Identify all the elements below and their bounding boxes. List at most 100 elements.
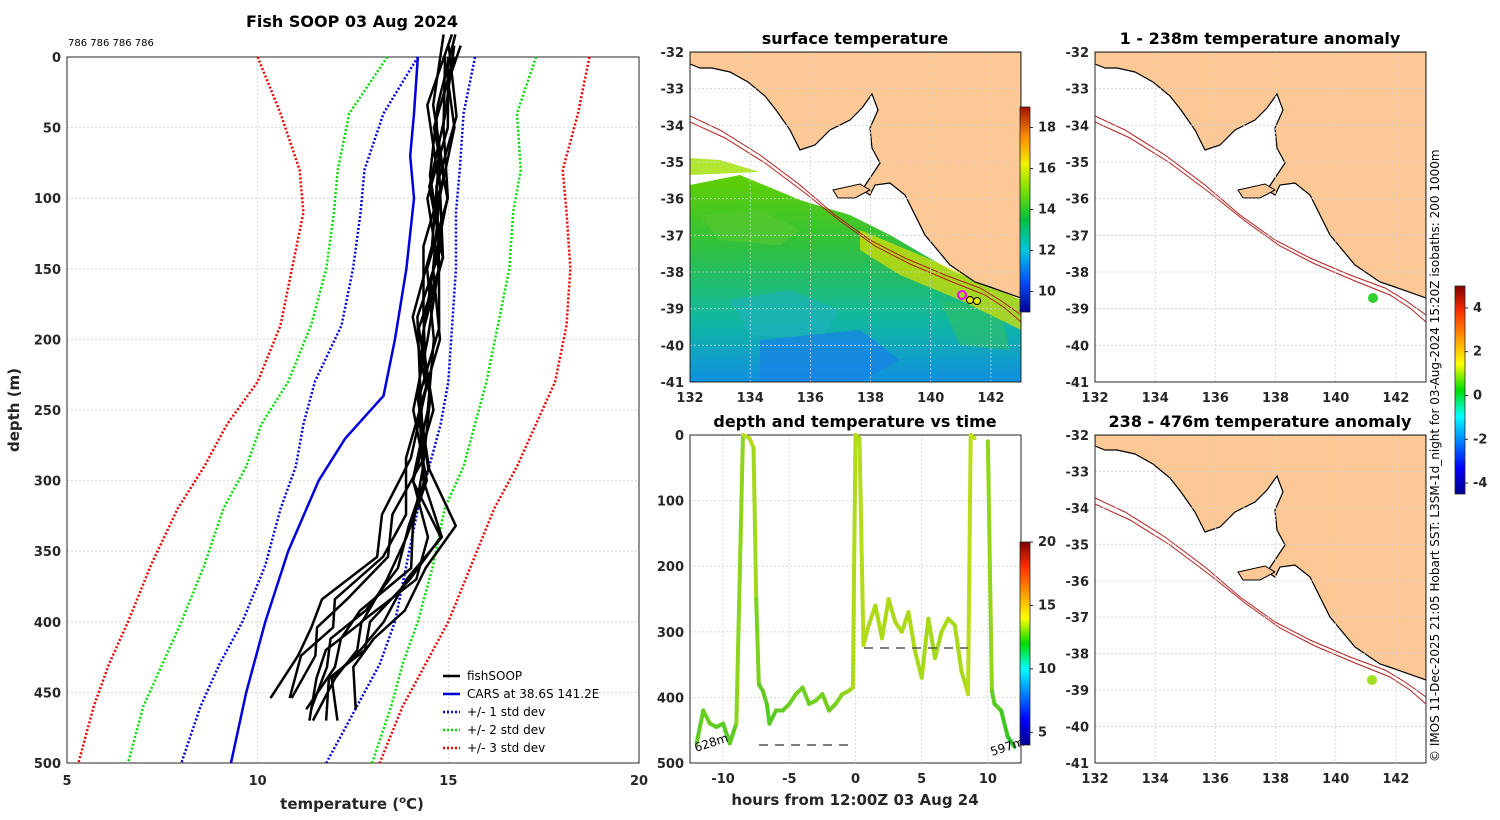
sst-ytick: -37 — [661, 229, 685, 244]
track-segment — [754, 597, 761, 687]
depth-time-xlabel: hours from 12:00Z 03 Aug 24 — [731, 791, 978, 809]
anom-cbar-tick: -4 — [1473, 476, 1487, 491]
sst-cbar-tick: 12 — [1038, 244, 1056, 259]
time-xtick: -5 — [782, 772, 796, 787]
track-segment — [926, 616, 937, 661]
profile-ytick: 150 — [34, 263, 61, 278]
anomaly-colorbar — [1454, 285, 1466, 495]
depth-time-panel: depth and temperature vs time 628m 597m … — [657, 412, 1056, 809]
track-segment — [939, 616, 951, 634]
profile-axes — [66, 56, 640, 764]
sst-cbar-tick: 10 — [1038, 285, 1056, 300]
profile-title: Fish SOOP 03 Aug 2024 — [246, 12, 458, 31]
track-segment — [959, 669, 968, 687]
track-segment — [800, 685, 812, 706]
anom2-xtick: 136 — [1202, 772, 1229, 787]
profile-ytick: 50 — [43, 122, 61, 137]
depth-time-title: depth and temperature vs time — [713, 412, 996, 431]
sst-map-panel: surface temperature 132 134 136 138 140 142 -3… — [661, 29, 1057, 406]
sst-xtick: 132 — [676, 391, 703, 406]
fishsoop-line — [269, 33, 454, 699]
sst-cbar-tick: 18 — [1038, 121, 1056, 136]
sst-xtick: 136 — [797, 391, 824, 406]
anomaly-panel-2: 238 - 476m temperature anomaly 132 134 136… — [1066, 412, 1427, 787]
track-segment — [861, 623, 871, 647]
track-segment — [906, 610, 918, 654]
sst-ytick: -41 — [661, 376, 685, 391]
track-segment — [968, 433, 977, 441]
band-left — [180, 56, 419, 764]
sst-ytick: -32 — [661, 46, 685, 61]
track-segment — [886, 597, 898, 624]
profile-ytick: 450 — [34, 686, 61, 701]
sst-title: surface temperature — [762, 29, 949, 48]
anom2-ytick: -41 — [1066, 757, 1090, 772]
time-xtick: 5 — [917, 772, 926, 787]
sst-ytick: -39 — [661, 303, 685, 318]
track-segment — [820, 692, 832, 713]
anom2-xtick: 138 — [1262, 772, 1289, 787]
fishsoop-line — [308, 56, 450, 721]
track-segment — [767, 708, 779, 726]
sst-xtick: 134 — [737, 391, 764, 406]
anom1-xtick: 140 — [1322, 391, 1349, 406]
anom2-ytick: -34 — [1066, 502, 1090, 517]
band-left — [77, 56, 305, 764]
sst-colorbar — [1019, 106, 1031, 313]
fishsoop-line — [311, 56, 456, 722]
legend-2std: +/- 2 std dev — [467, 723, 545, 737]
legend-cars: CARS at 38.6S 141.2E — [467, 687, 599, 701]
time-cbar-tick: 10 — [1038, 662, 1056, 677]
sst-xtick: 138 — [857, 391, 884, 406]
anom1-ytick: -37 — [1066, 229, 1090, 244]
sst-ytick: -38 — [661, 266, 685, 281]
track-segment — [760, 688, 769, 706]
anom1-ytick: -39 — [1066, 303, 1090, 318]
anom1-ytick: -40 — [1066, 339, 1090, 354]
sst-cbar-tick: 16 — [1038, 162, 1056, 177]
anom-cbar-tick: 0 — [1473, 388, 1482, 403]
side-note: © IMOS 11-Dec-2025 21:05 Hobart SST: L3S… — [1428, 149, 1442, 762]
track-segment — [727, 721, 739, 746]
track-segment — [966, 433, 973, 697]
track-segment — [952, 623, 964, 674]
anomaly2-point — [1367, 675, 1377, 685]
track-segment — [857, 436, 866, 647]
anom1-ytick: -33 — [1066, 83, 1090, 98]
anom-cbar-tick: -2 — [1473, 432, 1487, 447]
anom1-xtick: 142 — [1382, 391, 1409, 406]
anomaly1-title: 1 - 238m temperature anomaly — [1120, 29, 1401, 48]
time-colorbar — [1019, 541, 1031, 746]
counts-label: 786 786 786 786 — [68, 38, 154, 49]
anom1-ytick: -32 — [1066, 46, 1090, 61]
profile-ytick: 400 — [34, 616, 61, 631]
time-xtick: 0 — [851, 772, 860, 787]
track-segment — [985, 439, 994, 693]
anom2-xtick: 140 — [1322, 772, 1349, 787]
sst-xtick: 140 — [917, 391, 944, 406]
anom1-xtick: 136 — [1202, 391, 1229, 406]
track-segment — [919, 616, 931, 680]
band-right — [325, 56, 477, 764]
cars-line — [229, 56, 420, 764]
band-right — [378, 56, 591, 764]
anom2-ytick: -39 — [1066, 684, 1090, 699]
profile-legend: fishSOOP CARS at 38.6S 141.2E +/- 1 std … — [443, 669, 599, 755]
track-segment — [701, 708, 712, 726]
legend-fishsoop: fishSOOP — [467, 669, 522, 683]
anom1-ytick: -36 — [1066, 193, 1090, 208]
track-segment — [989, 688, 997, 706]
time-xtick: -10 — [711, 772, 735, 787]
sst-ytick: -36 — [661, 193, 685, 208]
track-segment — [1005, 734, 1017, 749]
anom2-ytick: -37 — [1066, 611, 1090, 626]
anom2-ytick: -32 — [1066, 429, 1090, 444]
anom-cbar-tick: 2 — [1473, 345, 1482, 360]
fishsoop-line — [352, 45, 458, 710]
anom2-ytick: -35 — [1066, 538, 1090, 553]
track-segment — [734, 433, 745, 726]
sst-ytick: -34 — [661, 119, 685, 134]
profile-xtick: 20 — [630, 774, 648, 789]
profile-ytick: 500 — [34, 757, 61, 772]
sst-ytick: -40 — [661, 339, 685, 354]
